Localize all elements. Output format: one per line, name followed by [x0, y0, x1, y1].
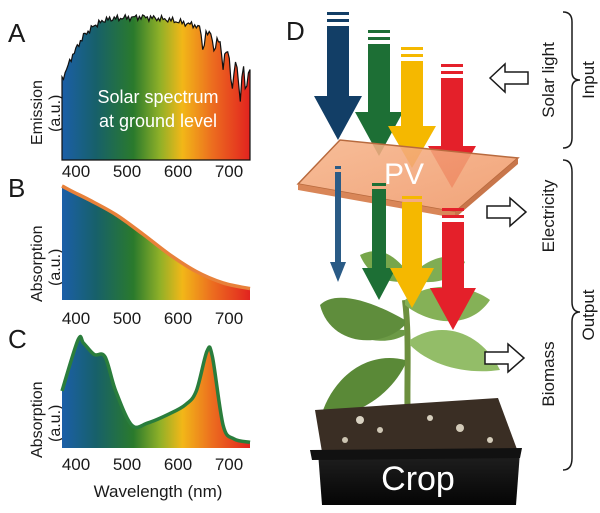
panel-b-xtick: 500 [113, 309, 141, 328]
panel-a-xtick: 600 [164, 162, 192, 181]
panel-c-letter: C [8, 324, 27, 354]
absorption-area-b [62, 186, 250, 300]
panel-b-letter: B [8, 173, 25, 203]
panel-c-xtick: 400 [62, 455, 90, 474]
transmitted-blue-arrow [330, 166, 346, 282]
panel-c-xtick: 500 [113, 455, 141, 474]
incoming-yellow-arrow [388, 47, 436, 168]
output-label: Output [579, 289, 598, 340]
electricity-label: Electricity [539, 179, 558, 252]
panel-c-xlabel: Wavelength (nm) [94, 482, 223, 501]
panel-a-xtick: 400 [62, 162, 90, 181]
crop-label: Crop [381, 460, 455, 498]
panel-a-ylabel: Emission [29, 80, 46, 145]
panel-c: C Absorption (a.u.) 400 500 600 700 Wave… [8, 324, 251, 501]
panel-b-yunit: (a.u.) [47, 249, 64, 286]
panel-a-letter: A [8, 18, 26, 48]
panel-d-letter: D [286, 16, 305, 46]
transmitted-light-arrows [330, 166, 476, 330]
panel-b-xtick: 400 [62, 309, 90, 328]
panel-b-xtick: 600 [164, 309, 192, 328]
biomass-output-arrow [484, 342, 526, 374]
panel-d: D Crop [286, 11, 598, 505]
pv-label: PV [384, 158, 424, 191]
crop-pot [310, 398, 522, 505]
panel-b-xtick: 700 [215, 309, 243, 328]
output-brace [562, 159, 581, 471]
biomass-label: Biomass [539, 341, 558, 406]
panel-a-xtick: 500 [113, 162, 141, 181]
panel-a: A Emission (a.u.) Solar spectrum at grou… [8, 13, 251, 181]
panel-a-yunit: (a.u.) [47, 95, 64, 132]
panel-a-inner-text-1: Solar spectrum [97, 87, 218, 107]
electricity-output-arrow [486, 196, 528, 228]
incoming-blue-arrow [314, 12, 362, 140]
absorption-curve-c [60, 334, 251, 445]
solar-light-input-arrow [488, 62, 529, 94]
solar-light-label: Solar light [539, 42, 558, 118]
panel-c-xtick: 700 [215, 455, 243, 474]
absorption-curve-b [61, 184, 251, 291]
transmitted-red-arrow [430, 208, 476, 330]
panel-b-ylabel: Absorption [29, 226, 46, 303]
panel-c-ylabel: Absorption [29, 382, 46, 459]
input-brace [562, 11, 581, 149]
transmitted-green-arrow [362, 183, 396, 300]
panel-a-inner-text-2: at ground level [99, 111, 217, 131]
panel-a-xtick: 700 [215, 162, 243, 181]
solar-spectrum-area [61, 13, 251, 161]
transmitted-yellow-arrow [390, 196, 434, 308]
input-label: Input [579, 61, 598, 99]
panel-c-xtick: 600 [164, 455, 192, 474]
absorption-area-c [62, 336, 250, 448]
panel-b: B Absorption (a.u.) 400 500 600 700 [8, 173, 251, 328]
panel-c-yunit: (a.u.) [47, 405, 64, 442]
